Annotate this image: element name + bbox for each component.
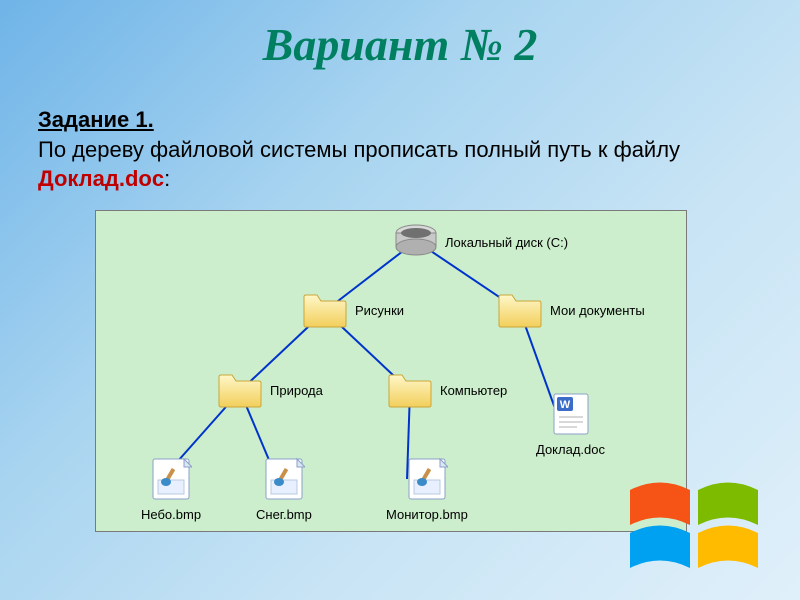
tree-node-label: Монитор.bmp	[386, 507, 468, 522]
tree-node-snow: Снег.bmp	[256, 456, 312, 522]
tree-node-computer: Компьютер	[386, 369, 434, 414]
tree-node-report: W Доклад.doc	[536, 391, 605, 457]
tree-node-label: Природа	[270, 383, 323, 398]
tree-node-nature: Природа	[216, 369, 264, 414]
svg-text:W: W	[559, 399, 570, 411]
tree-node-root: Локальный диск (C:)	[391, 221, 441, 264]
drive-icon	[391, 221, 441, 262]
bmp-icon	[263, 456, 305, 505]
tree-node-label: Небо.bmp	[141, 507, 201, 522]
tree-node-label: Компьютер	[440, 383, 507, 398]
task-text: Задание 1. По дереву файловой системы пр…	[38, 105, 762, 194]
bmp-icon	[406, 456, 448, 505]
task-body-before: По дереву файловой системы прописать пол…	[38, 137, 680, 162]
folder-icon	[216, 369, 264, 412]
task-body-after: :	[164, 166, 170, 191]
tree-node-label: Мои документы	[550, 303, 645, 318]
tree-node-mydocs: Мои документы	[496, 289, 544, 334]
task-label: Задание 1.	[38, 107, 154, 132]
slide: Вариант № 2 Задание 1. По дереву файлово…	[0, 0, 800, 600]
slide-title: Вариант № 2	[0, 18, 800, 71]
windows-logo-icon	[590, 450, 800, 600]
folder-icon	[386, 369, 434, 412]
tree-node-label: Снег.bmp	[256, 507, 312, 522]
folder-icon	[496, 289, 544, 332]
task-highlight: Доклад.doc	[38, 166, 164, 191]
tree-node-label: Локальный диск (C:)	[445, 235, 568, 250]
bmp-icon	[150, 456, 192, 505]
tree-node-label: Рисунки	[355, 303, 404, 318]
tree-node-monitor: Монитор.bmp	[386, 456, 468, 522]
tree-node-sky: Небо.bmp	[141, 456, 201, 522]
folder-icon	[301, 289, 349, 332]
doc-icon: W	[551, 391, 591, 440]
tree-node-pictures: Рисунки	[301, 289, 349, 334]
